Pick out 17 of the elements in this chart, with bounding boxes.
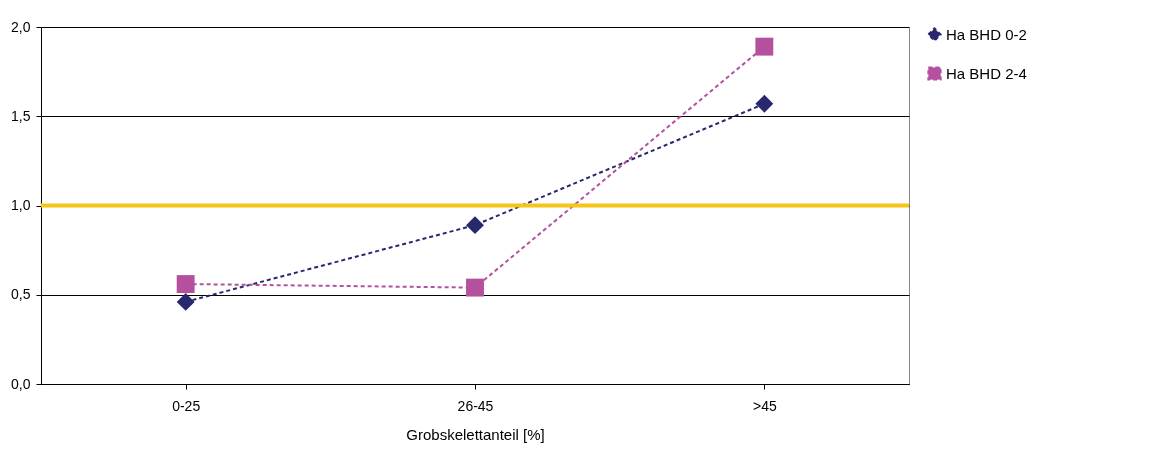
y-tick-label: 1,0 [11,197,31,213]
point [755,37,774,56]
y-tick-label: 1,5 [11,107,31,124]
point [176,292,195,311]
point [466,278,484,297]
y-tick-label: 0,0 [11,375,31,392]
legend-label: Ha BHD 2-4 [946,64,1027,82]
legend-label: Ha BHD 0-2 [946,25,1027,43]
point [176,275,195,293]
point [755,94,774,113]
y-tick-label: 0,5 [11,286,31,303]
y-tick-label: 2,0 [11,18,31,35]
x-tick-label: 26-45 [457,397,494,414]
point [466,216,484,235]
x-tick-label: >45 [752,397,777,414]
x-tick-label: 0-25 [172,397,201,414]
x-axis-title: Grobskelettanteil [%] [406,425,545,443]
